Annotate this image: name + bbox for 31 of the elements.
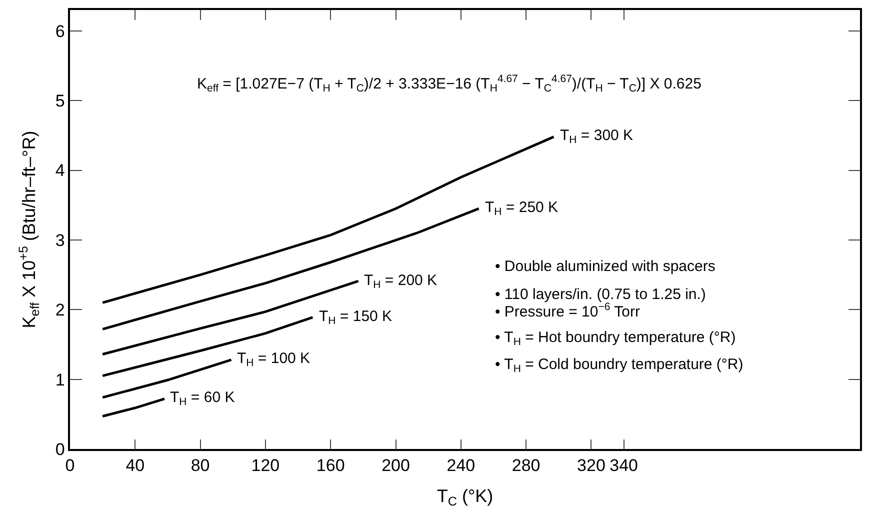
series-label: T$_{H}$ = 250 K — [485, 199, 558, 218]
x-axis-title: T$_{C}$ (°K) — [436, 486, 494, 509]
annotation: • Pressure = 10$^{−6}$ Torr — [495, 301, 640, 320]
x-tick-label: 340 — [610, 456, 638, 476]
x-tick-label: 200 — [382, 456, 410, 476]
text: K$_{eff}$ = [1.027E−7 (T$_{H}$ + T$_{C}$)/2 + 3.333E−16 (T$_{H}$$^{4.67}$ − T$_{C}$$^{4.67}$)/(T$_{H}$ − T$_{C}$)] X 0.625 — [197, 73, 702, 94]
series-label: T$_{H}$ = 100 K — [237, 350, 310, 370]
x-tick-label: 160 — [316, 456, 345, 476]
annotation: • Double aluminized with spacers — [495, 258, 716, 275]
y-tick-label: 0 — [55, 440, 65, 459]
y-tick-label: 4 — [55, 161, 65, 180]
series-label: T$_{H}$ = 60 K — [170, 389, 235, 408]
x-tick-label: 40 — [126, 456, 145, 476]
series-label: T$_{H}$ = 150 K — [319, 308, 392, 328]
x-tick-label: 320 — [577, 456, 606, 476]
y-tick-label: 1 — [55, 370, 65, 390]
x-tick-label: 80 — [190, 456, 210, 476]
x-tick-label: 120 — [251, 456, 280, 476]
y-tick-label: 3 — [55, 230, 65, 250]
annotation: • T$_{H}$ = Hot boundry temperature (°R) — [495, 329, 736, 348]
x-tick-label: 280 — [512, 456, 540, 476]
y-tick-label: 6 — [55, 22, 65, 41]
annotation: • T$_{H}$ = Cold boundry temperature (°R) — [495, 356, 744, 376]
series-label: T$_{H}$ = 200 K — [364, 272, 438, 292]
series-label: T$_{H}$ = 300 K — [560, 127, 634, 146]
y-tick-label: 5 — [55, 92, 65, 111]
line-series — [101, 316, 314, 378]
y-tick-label: 2 — [55, 300, 65, 320]
line-series — [101, 207, 480, 330]
annotation: • 110 layers/in. (0.75 to 1.25 in.) — [495, 286, 706, 303]
x-tick-label: 240 — [446, 456, 476, 476]
